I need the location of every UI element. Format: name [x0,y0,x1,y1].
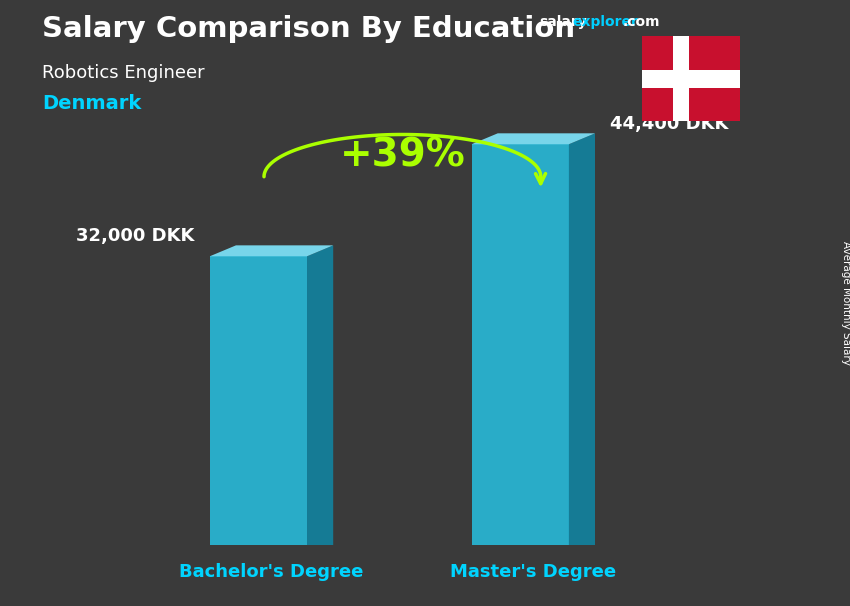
Text: salary: salary [540,15,587,29]
Text: +39%: +39% [339,136,465,175]
Text: Denmark: Denmark [42,94,142,113]
Polygon shape [569,133,595,545]
Bar [673,36,689,121]
Text: Average Monthly Salary: Average Monthly Salary [841,241,850,365]
Text: Bachelor's Degree: Bachelor's Degree [179,563,364,581]
Text: Robotics Engineer: Robotics Engineer [42,64,205,82]
Text: 44,400 DKK: 44,400 DKK [610,115,728,133]
Text: explorer: explorer [572,15,638,29]
Text: .com: .com [622,15,660,29]
Text: 32,000 DKK: 32,000 DKK [76,227,195,245]
Polygon shape [472,144,569,545]
Text: Master's Degree: Master's Degree [450,563,616,581]
Polygon shape [307,245,333,545]
Polygon shape [210,245,333,256]
Text: Salary Comparison By Education: Salary Comparison By Education [42,15,575,43]
Bar [642,70,740,88]
Polygon shape [472,133,595,144]
Polygon shape [210,256,307,545]
